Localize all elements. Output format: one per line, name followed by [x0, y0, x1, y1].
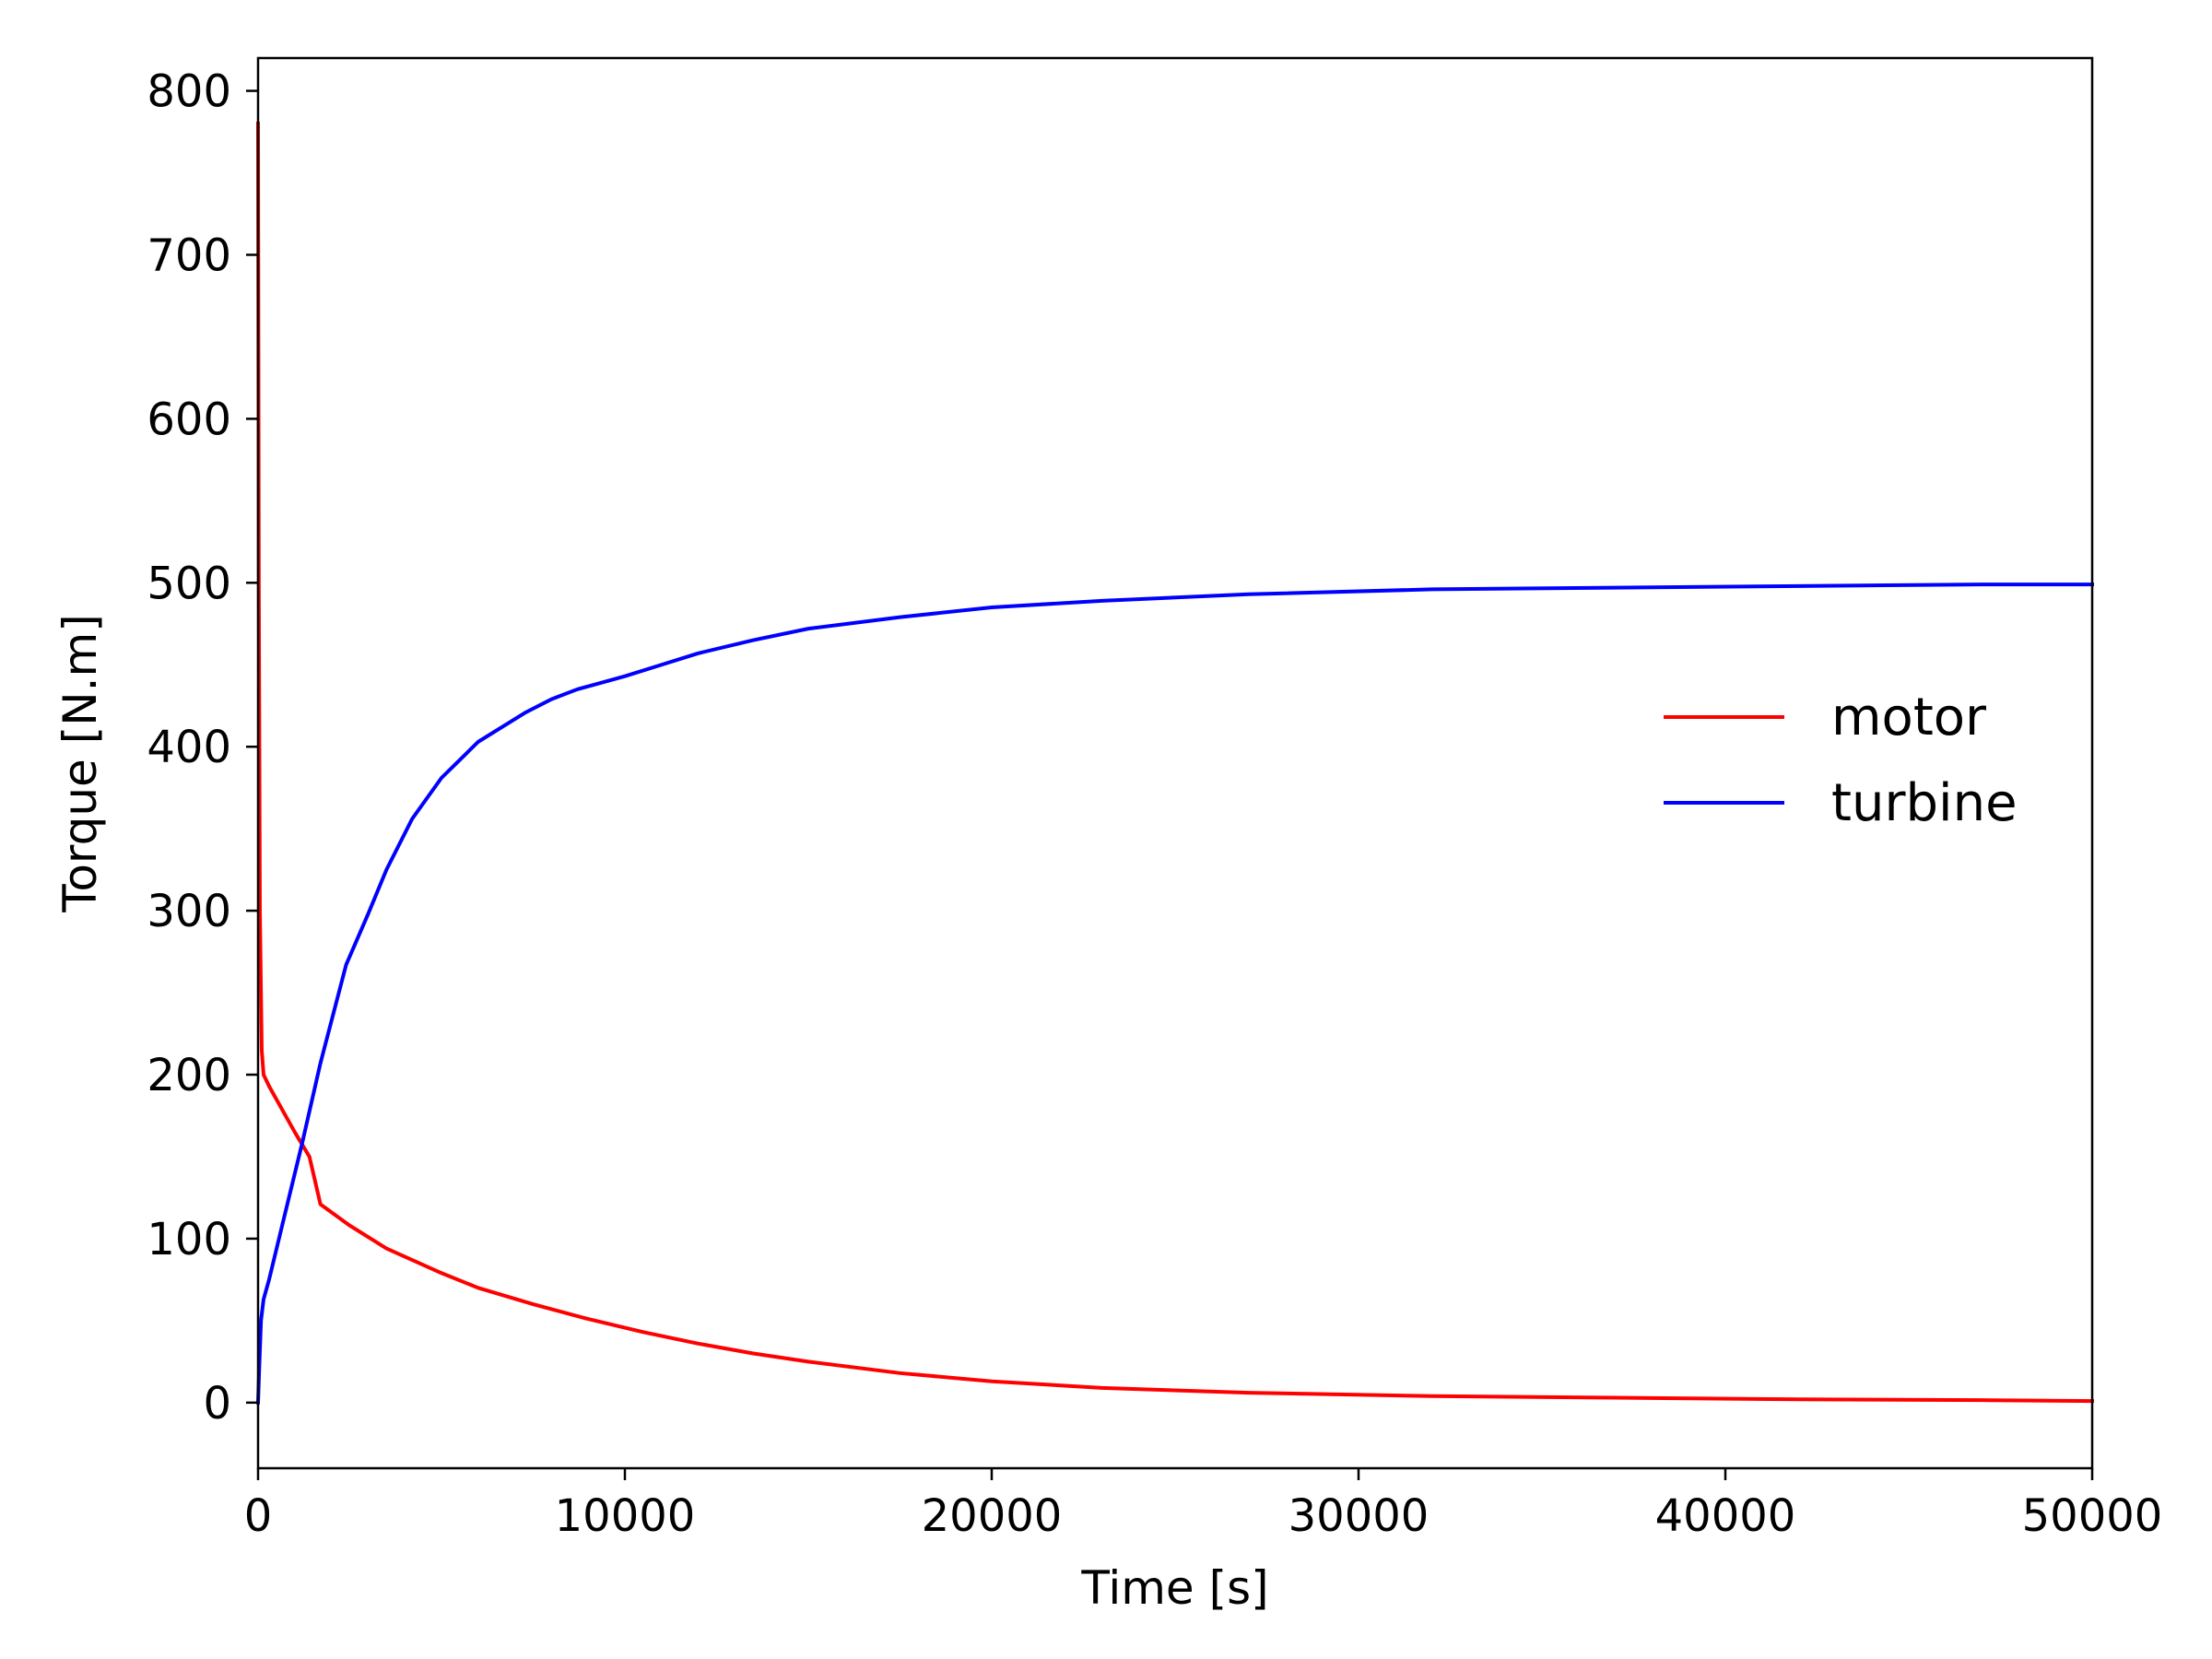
y-axis: 0 100 200 300 400 500 600 700 800 [147, 66, 258, 1430]
x-axis: 0 10000 20000 30000 40000 50000 [244, 1468, 2163, 1542]
y-tick-label: 800 [147, 66, 231, 118]
plot-frame [256, 56, 2094, 1470]
legend: motor turbine [1664, 688, 2018, 833]
series-lines [255, 122, 2095, 1405]
x-tick-label: 50000 [2022, 1490, 2163, 1542]
legend-label-motor: motor [1831, 688, 1987, 747]
x-tick-label: 40000 [1655, 1490, 1796, 1542]
legend-label-turbine: turbine [1831, 773, 2018, 833]
y-tick-label: 200 [147, 1050, 231, 1101]
series-line-motor [255, 122, 2095, 1404]
series-line-turbine [255, 582, 2094, 1405]
y-tick-label: 600 [147, 394, 231, 445]
x-tick-label: 30000 [1288, 1490, 1430, 1542]
x-tick-label: 0 [244, 1490, 273, 1542]
y-tick-label: 400 [147, 722, 231, 773]
plot-area [258, 58, 2092, 1468]
y-tick-label: 700 [147, 229, 231, 281]
y-tick-label: 300 [147, 886, 231, 937]
y-axis-label: Torque [N.m] [53, 614, 107, 912]
x-tick-label: 20000 [922, 1490, 1063, 1542]
y-tick-label: 500 [147, 558, 231, 609]
x-axis-label: Time [s] [1080, 1561, 1268, 1615]
y-tick-label: 0 [203, 1378, 231, 1430]
y-tick-label: 100 [147, 1214, 231, 1265]
x-tick-label: 10000 [555, 1490, 696, 1542]
